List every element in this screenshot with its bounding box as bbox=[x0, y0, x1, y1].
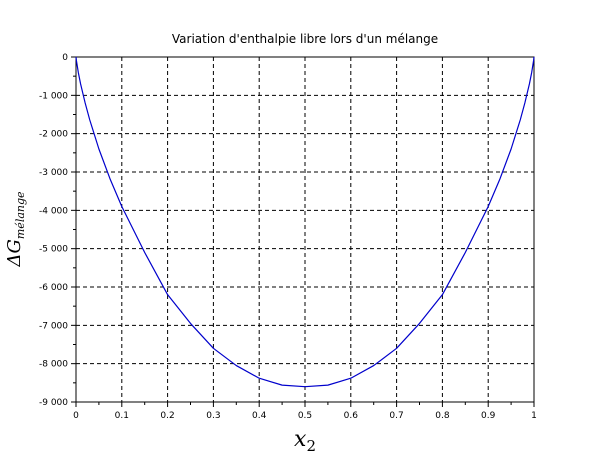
series-line bbox=[75, 56, 535, 388]
y-tick-label: -9 000 bbox=[39, 398, 68, 408]
y-tick-label: -1 000 bbox=[39, 91, 68, 101]
data-point bbox=[110, 179, 111, 180]
x-tick-label: 0.6 bbox=[344, 411, 359, 421]
data-point bbox=[465, 252, 466, 253]
data-point bbox=[213, 348, 214, 349]
data-point bbox=[85, 102, 86, 103]
data-point bbox=[76, 60, 77, 61]
data-point bbox=[531, 72, 532, 73]
data-point bbox=[236, 365, 237, 366]
x-tick-label: 0.8 bbox=[435, 411, 450, 421]
data-point bbox=[533, 60, 534, 61]
y-axis-label-subscript: mélange bbox=[14, 191, 27, 239]
x-tick-labels: 0 0.1 0.2 0.3 0.4 0.5 0.6 0.7 0.8 0.9 1 bbox=[73, 411, 537, 421]
data-point bbox=[520, 119, 521, 120]
data-point bbox=[396, 348, 397, 349]
y-tick-label: -8 000 bbox=[39, 360, 68, 370]
data-point bbox=[78, 72, 79, 73]
x-axis-label: x2 bbox=[294, 427, 316, 455]
data-point bbox=[499, 179, 500, 180]
y-axis-label: ΔGmélange bbox=[4, 191, 27, 268]
x-tick-label: 0.7 bbox=[389, 411, 403, 421]
chart-title: Variation d'enthalpie libre lors d'un mé… bbox=[172, 32, 438, 46]
x-tick-label: 0.9 bbox=[481, 411, 496, 421]
data-point bbox=[350, 378, 351, 379]
y-tick-label: -3 000 bbox=[39, 168, 68, 178]
data-point bbox=[488, 206, 489, 207]
y-tick-labels: 0 -1 000 -2 000 -3 000 -4 000 -5 000 -6 000 -7 … bbox=[39, 53, 68, 408]
data-point bbox=[529, 83, 530, 84]
data-point bbox=[167, 294, 168, 295]
y-tick-label: -5 000 bbox=[39, 245, 68, 255]
data-point bbox=[89, 119, 90, 120]
data-point bbox=[304, 386, 305, 387]
data-point bbox=[144, 252, 145, 253]
data-point bbox=[511, 148, 512, 149]
y-tick-label: -6 000 bbox=[39, 283, 68, 293]
y-tick-label: -2 000 bbox=[39, 130, 68, 140]
data-point bbox=[190, 323, 191, 324]
series-layer bbox=[75, 56, 535, 388]
y-tick-label: -7 000 bbox=[39, 321, 68, 331]
x-tick-label: 1 bbox=[531, 411, 537, 421]
x-tick-label: 0.3 bbox=[206, 411, 220, 421]
data-point bbox=[533, 56, 534, 57]
data-point bbox=[282, 385, 283, 386]
x-tick-label: 0 bbox=[73, 411, 79, 421]
data-point bbox=[419, 323, 420, 324]
data-point bbox=[80, 83, 81, 84]
data-point bbox=[259, 378, 260, 379]
x-tick-label: 0.1 bbox=[115, 411, 129, 421]
x-tick-label: 0.4 bbox=[252, 411, 267, 421]
x-axis-label-subscript: 2 bbox=[306, 437, 316, 455]
data-point bbox=[524, 102, 525, 103]
data-point bbox=[442, 294, 443, 295]
y-axis-label-main: ΔG bbox=[4, 239, 25, 267]
data-point bbox=[121, 206, 122, 207]
x-tick-label: 0.2 bbox=[160, 411, 174, 421]
y-tick-label: -4 000 bbox=[39, 206, 68, 216]
data-point bbox=[75, 56, 76, 57]
data-point bbox=[98, 148, 99, 149]
grid-lines bbox=[76, 57, 534, 402]
data-point bbox=[327, 385, 328, 386]
x-tick-label: 0.5 bbox=[298, 411, 312, 421]
data-point bbox=[373, 365, 374, 366]
x-axis-label-main: x bbox=[294, 427, 307, 452]
axis-ticks bbox=[71, 56, 535, 407]
y-tick-label: 0 bbox=[62, 53, 68, 63]
